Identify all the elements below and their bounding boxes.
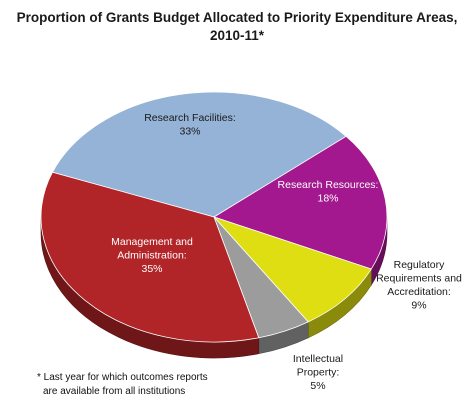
slice-label-line: Accreditation: — [387, 286, 451, 298]
slice-label-line: 9% — [411, 300, 426, 312]
slice-label-line: Research Resources: — [278, 179, 379, 191]
slice-label-line: 35% — [141, 263, 162, 275]
slice-label-line: Management and — [111, 236, 193, 248]
pie-slice-research-resources — [213, 135, 388, 270]
chart-title-line-1: Proportion of Grants Budget Allocated to… — [16, 10, 458, 25]
slice-label-line: Administration: — [117, 250, 186, 262]
slice-label-management-and: Management and Administration: 35% — [111, 236, 193, 275]
footnote-line-1: * Last year for which outcomes reports — [37, 372, 208, 383]
pie-slice-regulatory — [212, 216, 372, 323]
slice-label-line: 5% — [310, 380, 325, 392]
slice-label-research-facilities: Research Facilities: 33% — [144, 112, 236, 138]
slice-label-line: 18% — [317, 193, 338, 205]
slice-label-intellectual: Intellectual Property: 5% — [293, 353, 343, 392]
pie-slice-research-facilities — [51, 91, 347, 218]
pie-labels: Research Facilities: 33% Research Resource… — [111, 112, 462, 392]
slice-label-line: Intellectual — [293, 353, 343, 365]
chart-title-line-2: 2010-11* — [209, 28, 265, 43]
slice-label-line: 33% — [179, 126, 200, 138]
slice-label-research-resources: Research Resources: 18% — [278, 179, 379, 205]
pie-slice-management-and — [40, 171, 260, 343]
slice-label-line: Research Facilities: — [144, 112, 236, 124]
pie-slices — [40, 91, 388, 343]
slice-label-line: Property: — [297, 367, 340, 379]
slice-label-line: Regulatory — [394, 259, 446, 271]
slice-label-line: Requirements and — [376, 273, 462, 285]
slice-label-regulatory: Regulatory Requirements and Accreditation:… — [376, 259, 462, 312]
footnote-line-2: are available from all institutions — [43, 386, 186, 397]
